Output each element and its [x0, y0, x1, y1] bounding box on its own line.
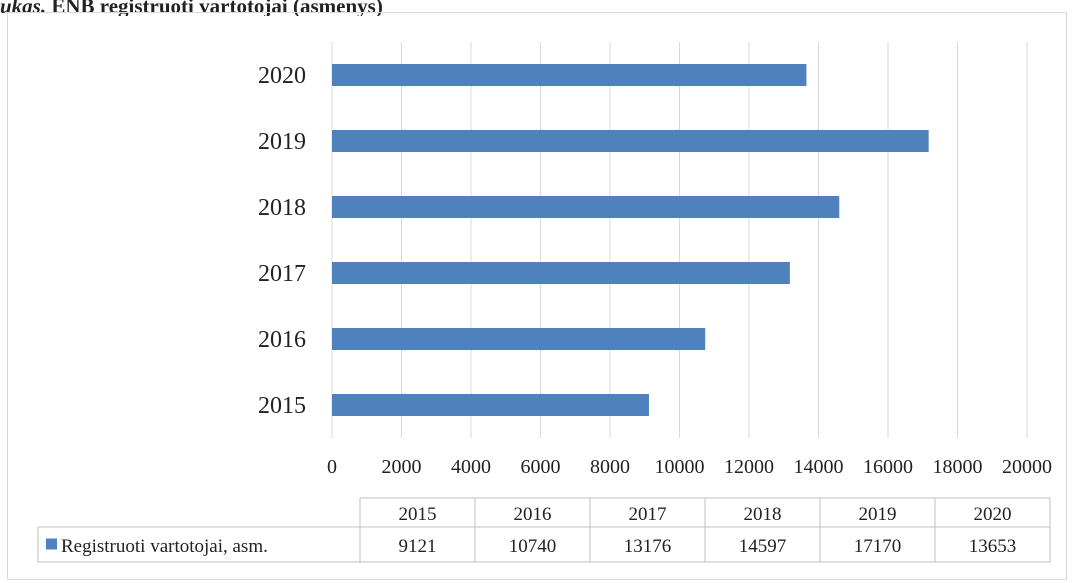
bars: [332, 64, 929, 416]
table-header-cell: 2015: [399, 504, 437, 525]
x-axis-tick-labels: 0 2000 4000 6000 8000 10000 12000 14000 16000 180…: [327, 456, 1052, 478]
legend-series-name: Registruoti vartotojai, asm.: [61, 536, 268, 557]
y-category-label: 2019: [258, 129, 306, 155]
bar: [332, 394, 649, 416]
y-axis-labels: 2015 2016 2017 2018 2019 2020: [258, 63, 306, 419]
bar: [332, 262, 790, 284]
bar: [332, 196, 840, 218]
table-header-cell: 2019: [859, 504, 897, 525]
table-header-cell: 2020: [974, 504, 1012, 525]
table-value-cell: 13176: [624, 536, 672, 557]
y-category-label: 2015: [258, 393, 306, 419]
y-category-label: 2020: [258, 63, 306, 89]
x-tick-label: 10000: [655, 456, 705, 478]
x-tick-label: 6000: [521, 456, 561, 478]
y-category-label: 2017: [258, 261, 306, 287]
table-value-cell: 13653: [969, 536, 1017, 557]
table-value-cell: 9121: [399, 536, 437, 557]
bar: [332, 328, 706, 350]
table-header-cell: 2018: [744, 504, 782, 525]
gridlines: [331, 42, 1028, 438]
x-tick-label: 2000: [382, 456, 422, 478]
table-value-cell: 14597: [739, 536, 787, 557]
x-tick-label: 20000: [1002, 456, 1052, 478]
table-value-cell: 10740: [509, 536, 557, 557]
bar: [332, 64, 807, 86]
x-tick-label: 12000: [724, 456, 774, 478]
bar: [332, 130, 929, 152]
x-tick-label: 16000: [863, 456, 913, 478]
x-tick-label: 18000: [933, 456, 983, 478]
table-value-cell: 17170: [854, 536, 902, 557]
table-header-cell: 2016: [514, 504, 552, 525]
x-tick-label: 0: [327, 456, 337, 478]
data-table: 2015 9121 2016 10740 2017 13176 2018 14597 2019 1…: [37, 497, 1051, 563]
x-tick-label: 4000: [451, 456, 491, 478]
legend-swatch: [46, 538, 57, 550]
table-header-cell: 2017: [629, 504, 667, 525]
chart-frame: [7, 12, 1067, 580]
y-category-label: 2018: [258, 195, 306, 221]
x-tick-label: 14000: [794, 456, 844, 478]
x-tick-label: 8000: [590, 456, 630, 478]
y-category-label: 2016: [258, 327, 306, 353]
